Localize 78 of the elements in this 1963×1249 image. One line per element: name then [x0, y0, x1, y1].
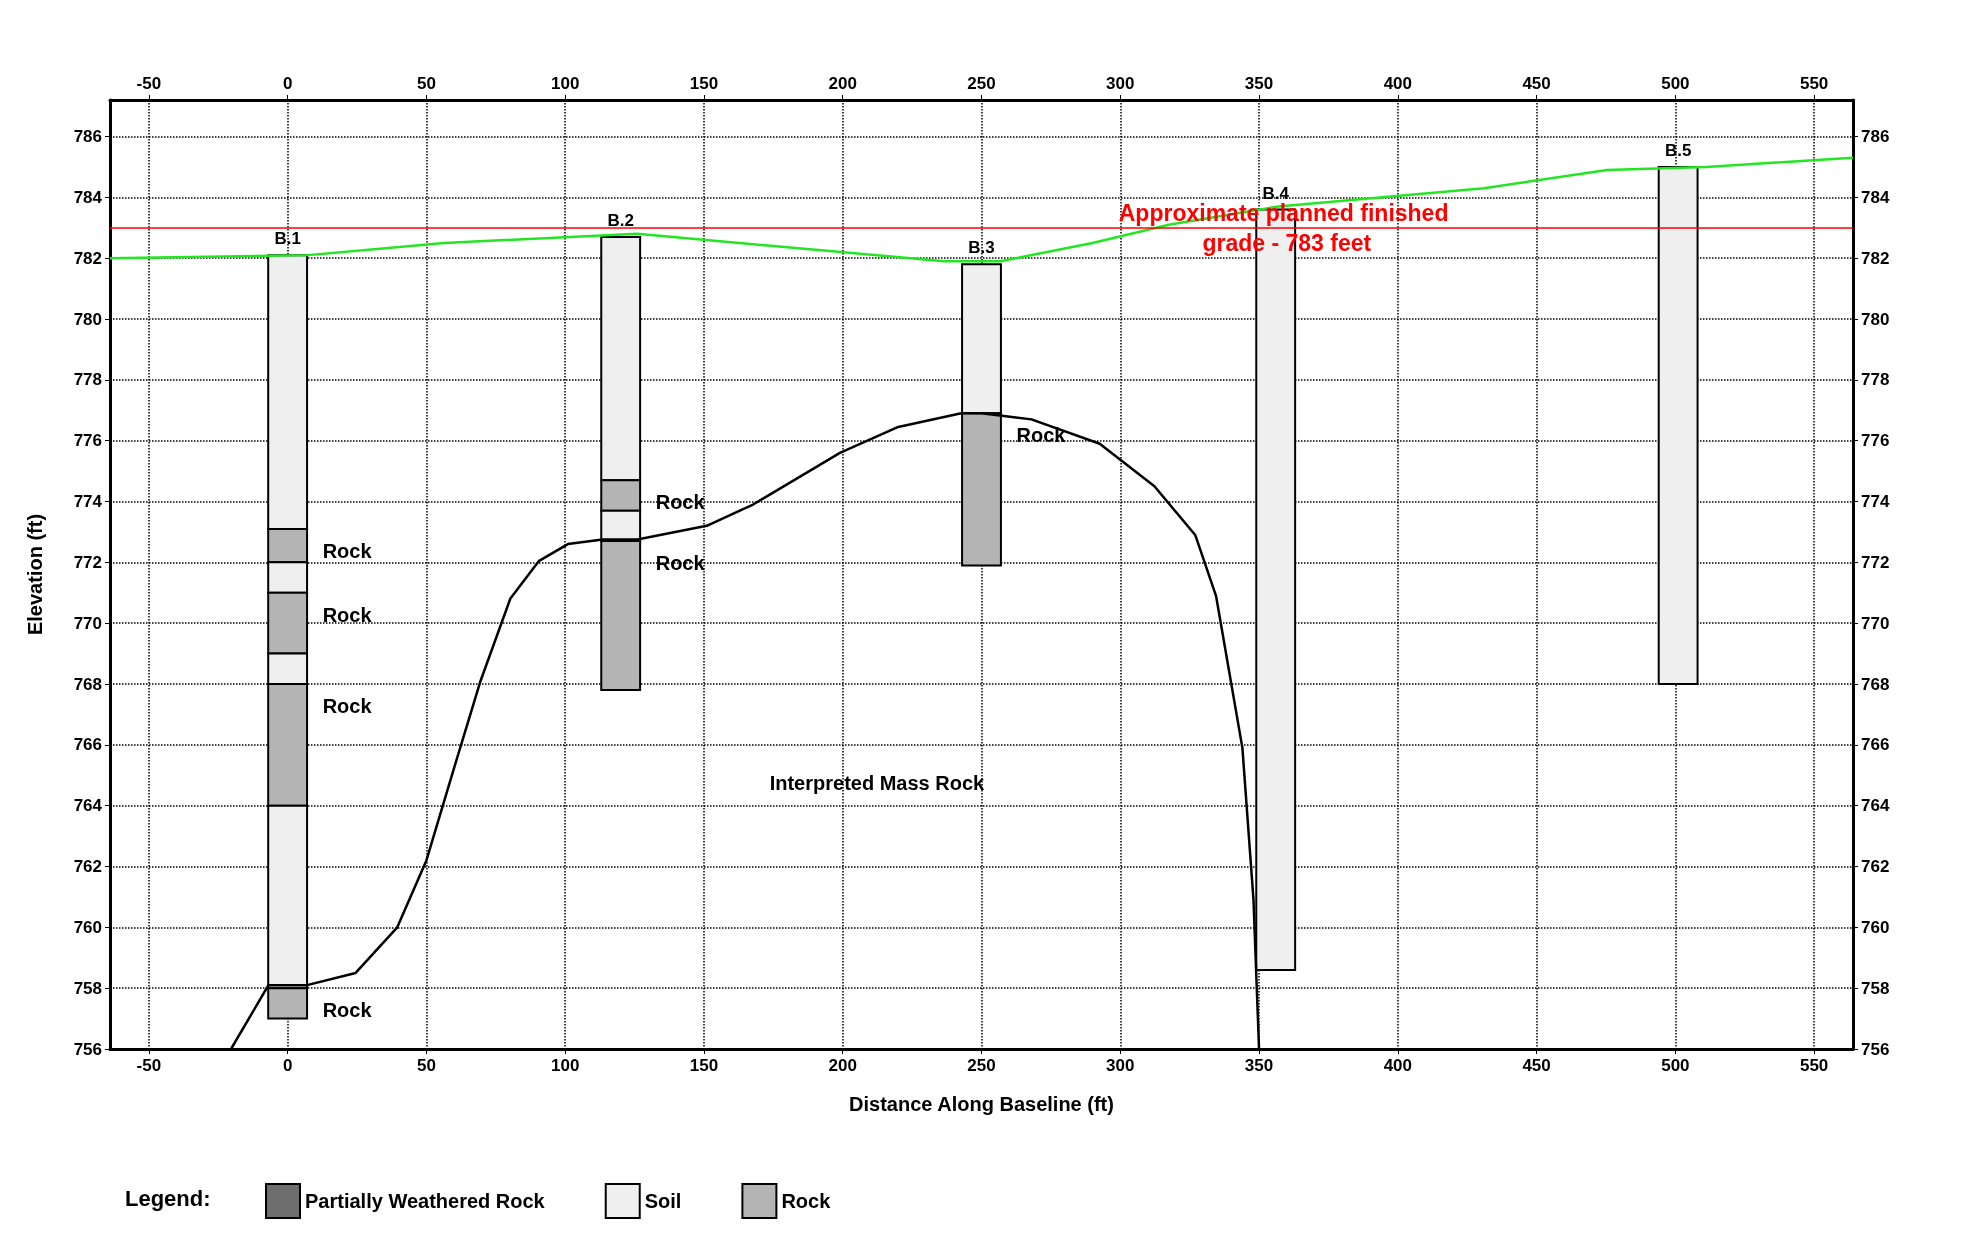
- legend-label: Rock: [781, 1190, 832, 1212]
- y2-tick-label: 772: [1861, 552, 1890, 572]
- x-tick-label: 50: [416, 1056, 436, 1075]
- x2-tick-label: 400: [1383, 74, 1413, 93]
- annotation: B.2: [607, 210, 634, 230]
- y2-tick-label: 764: [1861, 796, 1890, 816]
- y-tick-label: 776: [73, 431, 102, 451]
- annotation: B.3: [968, 238, 995, 258]
- annotation: Interpreted Mass Rock: [769, 772, 986, 795]
- x-tick-label: 350: [1244, 1056, 1274, 1075]
- annotation: Rock: [322, 695, 373, 717]
- x2-tick-label: -50: [136, 74, 162, 93]
- y-tick-label: 770: [73, 613, 102, 633]
- y-tick-label: 758: [73, 978, 102, 998]
- y-tick-label: 766: [73, 735, 102, 755]
- y-tick-label: 762: [73, 857, 102, 876]
- y2-tick-label: 778: [1861, 370, 1890, 390]
- y-tick-label: 768: [73, 674, 102, 694]
- x-tick-label: 150: [689, 1056, 719, 1075]
- y2-tick-label: 782: [1861, 248, 1890, 268]
- x2-tick-label: 200: [828, 74, 857, 93]
- x2-tick-label: 150: [689, 74, 719, 93]
- annotation: Rock: [1016, 424, 1067, 447]
- x2-tick-label: 50: [416, 74, 436, 93]
- x2-tick-label: 100: [550, 74, 580, 93]
- x-tick-label: 450: [1522, 1056, 1551, 1075]
- y2-tick-label: 774: [1861, 492, 1890, 511]
- x-tick-label: 250: [967, 1056, 996, 1075]
- y-axis-title: Elevation (ft): [24, 513, 46, 636]
- legend-title: Legend:: [125, 1185, 211, 1211]
- x-axis-title: Distance Along Baseline (ft): [849, 1093, 1114, 1115]
- annotation: Rock: [322, 999, 373, 1022]
- x-tick-label: 300: [1106, 1056, 1135, 1075]
- y-tick-label: 756: [73, 1039, 102, 1059]
- y-tick-label: 784: [73, 187, 103, 207]
- annotation: B.4: [1262, 183, 1290, 203]
- x-tick-label: 0: [282, 1056, 293, 1075]
- y2-tick-label: 780: [1861, 309, 1890, 329]
- x2-tick-label: 350: [1244, 74, 1274, 93]
- x-tick-label: -50: [136, 1056, 162, 1075]
- x2-tick-label: 0: [282, 74, 293, 93]
- y-tick-label: 786: [73, 127, 102, 146]
- y2-tick-label: 776: [1861, 431, 1890, 451]
- y2-tick-label: 760: [1861, 917, 1890, 937]
- y-tick-label: 772: [73, 552, 102, 572]
- x-tick-label: 200: [828, 1056, 857, 1075]
- x-tick-label: 550: [1799, 1056, 1829, 1075]
- y2-tick-label: 786: [1861, 127, 1890, 146]
- x-tick-label: 400: [1383, 1056, 1413, 1075]
- y-tick-label: 782: [73, 248, 102, 268]
- legend-label: Soil: [644, 1190, 682, 1212]
- y2-tick-label: 766: [1861, 735, 1890, 755]
- x2-tick-label: 500: [1661, 74, 1690, 93]
- annotation: Rock: [655, 552, 706, 575]
- x2-tick-label: 300: [1106, 74, 1135, 93]
- y2-tick-label: 756: [1861, 1039, 1890, 1059]
- annotation: Rock: [322, 539, 373, 562]
- x-tick-label: 100: [550, 1056, 580, 1075]
- y2-tick-label: 758: [1861, 978, 1890, 998]
- y2-tick-label: 770: [1861, 613, 1890, 633]
- y-tick-label: 780: [73, 309, 102, 329]
- legend-label: Partially Weathered Rock: [305, 1190, 546, 1212]
- y2-tick-label: 784: [1861, 187, 1890, 207]
- y-tick-label: 760: [73, 917, 102, 937]
- annotation: B.1: [274, 229, 301, 249]
- annotation: B.5: [1664, 140, 1692, 160]
- x2-tick-label: 450: [1522, 74, 1551, 93]
- y2-tick-label: 762: [1861, 857, 1890, 876]
- y-tick-label: 774: [73, 492, 103, 511]
- x2-tick-label: 550: [1799, 74, 1829, 93]
- y-tick-label: 778: [73, 370, 102, 390]
- line-series: [108, 156, 1855, 263]
- y-tick-label: 764: [73, 796, 103, 816]
- y2-tick-label: 768: [1861, 674, 1890, 694]
- x-tick-label: 500: [1661, 1056, 1690, 1075]
- annotation: Rock: [655, 491, 706, 514]
- x2-tick-label: 250: [967, 74, 996, 93]
- annotation: Rock: [322, 603, 373, 626]
